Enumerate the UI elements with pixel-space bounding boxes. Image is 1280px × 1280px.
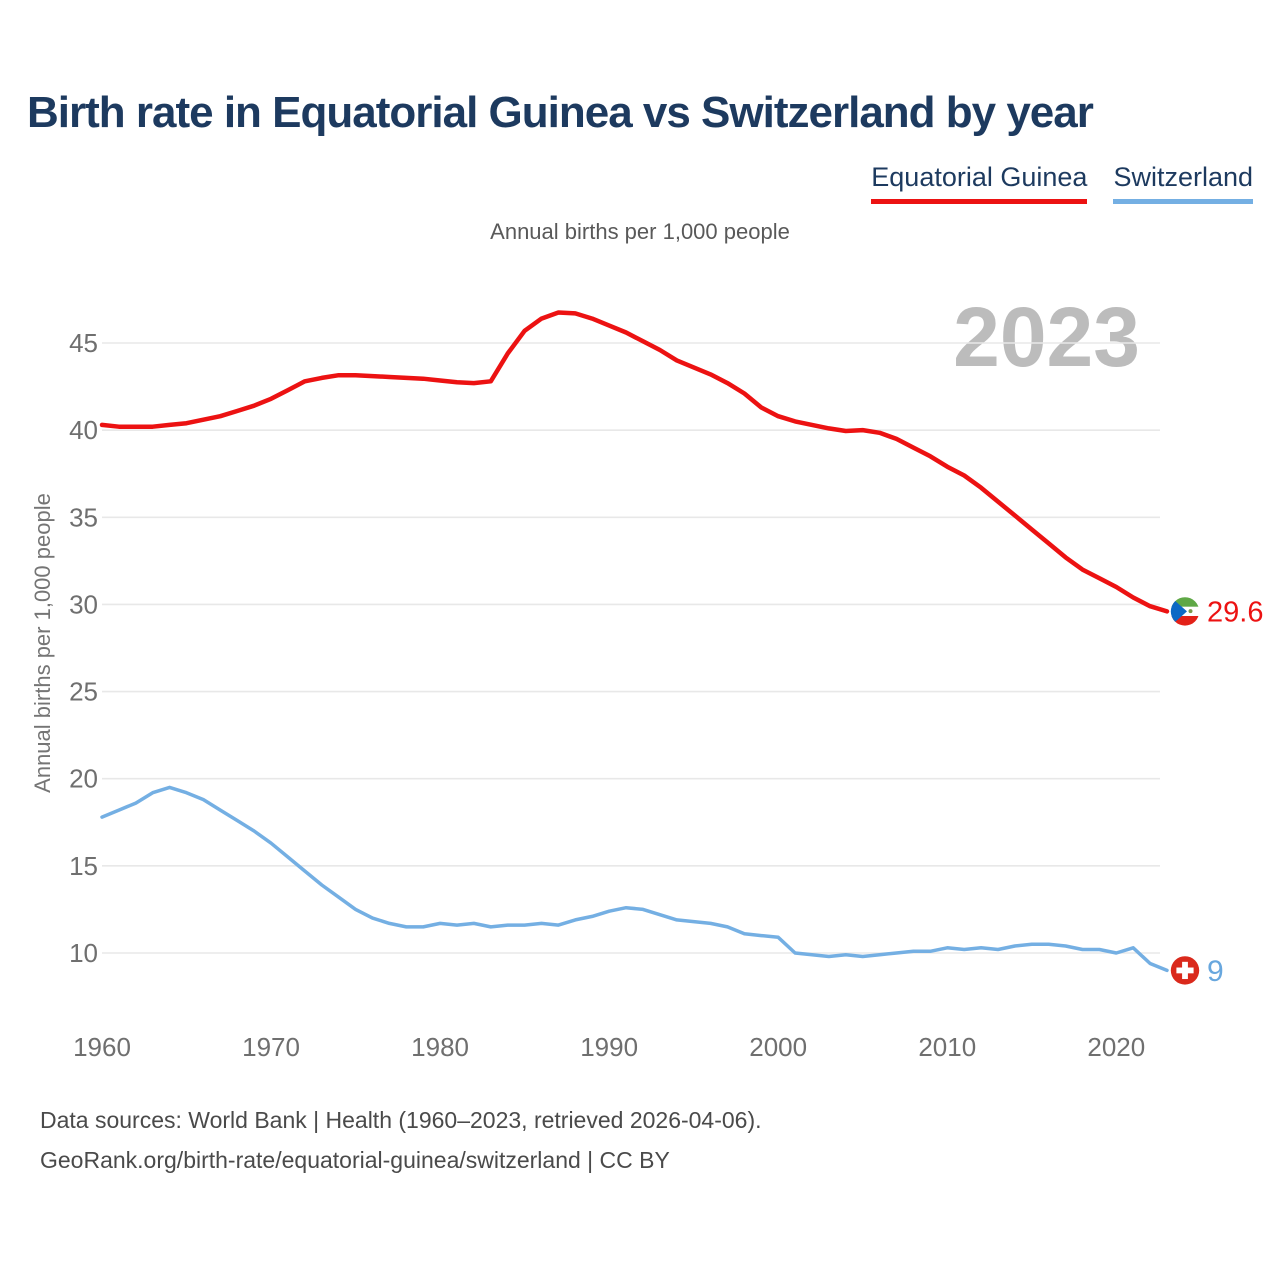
plot-area: 2023 10 15 20 25 30 35 40 45 1960 1970 1980 1990 2000… [69, 290, 1170, 1062]
x-tick-label: 1980 [411, 1032, 469, 1062]
x-tick-label: 1990 [580, 1032, 638, 1062]
equatorial-guinea-end-value: 29.6 [1207, 596, 1263, 628]
y-tick-label: 10 [69, 938, 98, 968]
chart-subtitle: Annual births per 1,000 people [490, 219, 790, 244]
page-title: Birth rate in Equatorial Guinea vs Switz… [27, 88, 1094, 137]
watermark-year: 2023 [953, 290, 1140, 384]
y-tick-label: 20 [69, 764, 98, 794]
x-tick-label: 2000 [749, 1032, 807, 1062]
footer: Data sources: World Bank | Health (1960–… [40, 1100, 762, 1180]
legend-item-equatorial-guinea: Equatorial Guinea [871, 162, 1088, 204]
y-tick-label: 15 [69, 851, 98, 881]
switzerland-line [100, 785, 1169, 973]
y-tick-label: 35 [69, 502, 98, 532]
switzerland-end-value: 9 [1207, 955, 1224, 988]
x-tick-label: 2020 [1087, 1032, 1145, 1062]
equatorial-guinea-flag-icon [1170, 597, 1200, 626]
equatorial-guinea-line [99, 310, 1170, 614]
legend-item-switzerland: Switzerland [1113, 162, 1253, 204]
y-tick-label: 25 [69, 677, 98, 707]
footer-attribution-line: GeoRank.org/birth-rate/equatorial-guinea… [40, 1147, 670, 1173]
y-tick-label: 45 [69, 328, 98, 358]
x-tick-label: 2010 [918, 1032, 976, 1062]
footer-sources-line: Data sources: World Bank | Health (1960–… [40, 1107, 762, 1133]
y-tick-label: 30 [69, 589, 98, 619]
x-tick-label: 1970 [242, 1032, 300, 1062]
x-tick-label: 1960 [73, 1032, 131, 1062]
legend: Equatorial Guinea Switzerland [871, 162, 1253, 204]
switzerland-flag-icon [1170, 956, 1200, 985]
y-tick-label: 40 [69, 415, 98, 445]
